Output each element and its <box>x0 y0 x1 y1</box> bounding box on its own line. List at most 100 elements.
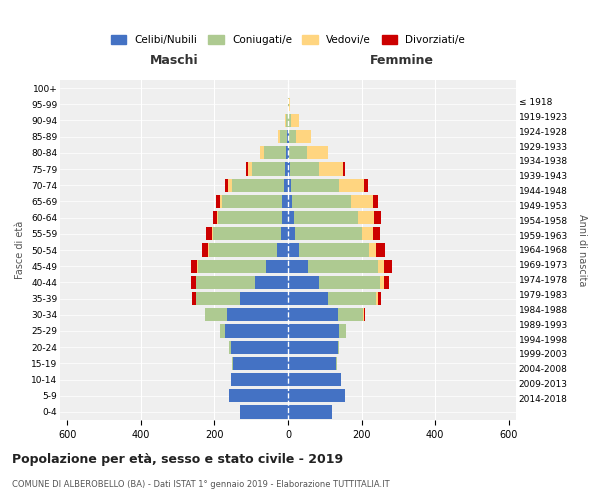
Y-axis label: Anni di nascita: Anni di nascita <box>577 214 587 286</box>
Bar <box>226 178 229 192</box>
Text: Maschi: Maschi <box>149 54 199 67</box>
Bar <box>292 195 351 208</box>
Bar <box>197 260 198 273</box>
Bar <box>209 244 277 256</box>
Bar <box>260 146 264 160</box>
Bar <box>191 260 197 273</box>
Bar <box>308 260 378 273</box>
Bar <box>338 340 340 354</box>
Bar <box>288 356 336 370</box>
Bar <box>226 324 288 338</box>
Bar <box>291 178 339 192</box>
Bar <box>383 276 389 289</box>
Bar <box>289 146 307 160</box>
Bar <box>288 389 345 402</box>
Bar <box>283 195 288 208</box>
Bar <box>336 356 337 370</box>
Bar <box>288 130 289 143</box>
Bar <box>376 244 385 256</box>
Bar <box>328 292 376 305</box>
Bar <box>240 292 288 305</box>
Bar <box>216 195 220 208</box>
Bar <box>292 114 299 127</box>
Bar <box>293 211 358 224</box>
Bar <box>231 340 288 354</box>
Bar <box>288 324 340 338</box>
Bar <box>233 356 288 370</box>
Bar <box>218 211 283 224</box>
Bar <box>252 162 285 175</box>
Bar <box>246 162 248 175</box>
Bar <box>212 227 281 240</box>
Bar <box>288 373 341 386</box>
Bar <box>288 227 295 240</box>
Bar <box>319 162 343 175</box>
Text: Popolazione per età, sesso e stato civile - 2019: Popolazione per età, sesso e stato civil… <box>12 452 343 466</box>
Bar <box>319 276 380 289</box>
Bar <box>288 195 292 208</box>
Bar <box>220 324 226 338</box>
Bar <box>290 162 319 175</box>
Bar <box>288 406 332 418</box>
Bar <box>373 227 380 240</box>
Bar <box>373 195 378 208</box>
Bar <box>288 98 289 111</box>
Bar <box>227 308 288 322</box>
Bar <box>191 276 196 289</box>
Bar <box>240 406 288 418</box>
Bar <box>289 114 292 127</box>
Bar <box>289 130 296 143</box>
Bar <box>229 178 232 192</box>
Bar <box>277 244 288 256</box>
Bar <box>281 227 288 240</box>
Bar <box>229 340 231 354</box>
Bar <box>378 260 383 273</box>
Bar <box>196 292 240 305</box>
Bar <box>212 211 217 224</box>
Bar <box>369 244 376 256</box>
Bar <box>229 389 288 402</box>
Bar <box>340 324 346 338</box>
Bar <box>358 211 374 224</box>
Bar <box>248 162 252 175</box>
Text: Femmine: Femmine <box>370 54 434 67</box>
Bar <box>288 260 308 273</box>
Bar <box>289 98 290 111</box>
Bar <box>383 260 392 273</box>
Bar <box>198 260 266 273</box>
Bar <box>285 162 288 175</box>
Legend: Celibi/Nubili, Coniugati/e, Vedovi/e, Divorziati/e: Celibi/Nubili, Coniugati/e, Vedovi/e, Di… <box>107 31 469 50</box>
Bar <box>288 308 338 322</box>
Bar <box>255 276 288 289</box>
Bar <box>278 130 280 143</box>
Bar <box>285 114 286 127</box>
Bar <box>217 211 218 224</box>
Bar <box>296 130 311 143</box>
Bar <box>286 114 287 127</box>
Bar <box>299 244 369 256</box>
Bar <box>288 244 299 256</box>
Bar <box>196 276 255 289</box>
Y-axis label: Fasce di età: Fasce di età <box>16 221 25 279</box>
Bar <box>362 227 373 240</box>
Bar <box>192 292 196 305</box>
Bar <box>288 162 290 175</box>
Bar <box>264 146 286 160</box>
Bar <box>202 244 208 256</box>
Bar <box>266 260 288 273</box>
Bar <box>288 292 328 305</box>
Bar <box>231 373 288 386</box>
Text: COMUNE DI ALBEROBELLO (BA) - Dati ISTAT 1° gennaio 2019 - Elaborazione TUTTITALI: COMUNE DI ALBEROBELLO (BA) - Dati ISTAT … <box>12 480 389 489</box>
Bar <box>288 178 291 192</box>
Bar <box>208 244 209 256</box>
Bar <box>380 276 383 289</box>
Bar <box>339 178 364 192</box>
Bar <box>220 195 222 208</box>
Bar <box>374 211 381 224</box>
Bar <box>351 195 373 208</box>
Bar <box>286 146 288 160</box>
Bar <box>232 178 284 192</box>
Bar <box>280 130 287 143</box>
Bar <box>364 308 365 322</box>
Bar <box>338 308 364 322</box>
